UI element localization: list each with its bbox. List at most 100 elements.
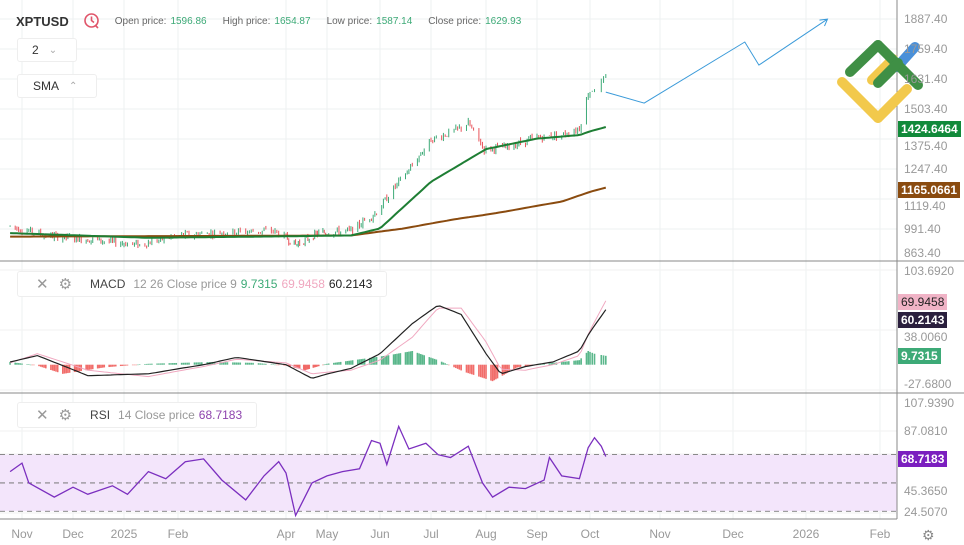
macd-histogram-bar [336, 362, 339, 365]
macd-histogram-bar [193, 362, 196, 365]
macd-histogram-bar [550, 363, 552, 365]
macd-value: 60.2143 [328, 277, 373, 291]
macd-histogram-bar [496, 364, 499, 379]
macd-histogram-bar [573, 360, 575, 365]
macd-histogram-bar [170, 363, 172, 365]
gear-icon[interactable]: ⚙ [58, 276, 73, 293]
macd-histogram-bar [472, 364, 475, 375]
macd-histogram-bar [465, 364, 468, 373]
macd-histogram-bar [483, 364, 486, 379]
macd-histogram-bar [296, 364, 298, 369]
macd-histogram-bar [224, 362, 227, 365]
macd-histogram-bar [513, 364, 515, 370]
macd-histogram-bar [121, 364, 124, 366]
macd-histogram-bar [580, 358, 582, 365]
macd-histogram-bar [411, 350, 414, 365]
macd-histogram-bar [39, 364, 42, 367]
macd-histogram-bar [114, 364, 117, 367]
close-icon[interactable]: ✕ [36, 407, 49, 424]
macd-histogram-bar [137, 364, 139, 366]
indicator-value: SMA [33, 79, 60, 93]
macd-histogram-bar [298, 364, 301, 369]
rsi-value-label: 68.7183 [898, 451, 948, 467]
indicator-dropdown[interactable]: SMA ⌃ [17, 74, 97, 98]
macd-histogram-bar [564, 361, 567, 365]
macd-histogram-bar [602, 355, 605, 365]
macd-histogram-bar [418, 353, 420, 365]
macd-histogram-bar [45, 364, 47, 369]
macd-histogram-bar [19, 363, 22, 365]
high-value: 1654.87 [274, 15, 311, 27]
macd-histogram-bar [62, 364, 64, 374]
macd-histogram-bar [51, 364, 54, 371]
grid [0, 0, 897, 519]
macd-histogram-bar [63, 364, 66, 374]
open-label: Open price: [114, 15, 167, 27]
macd-histogram-bar [110, 364, 112, 367]
chevron-up-icon: ⌃ [69, 80, 78, 92]
macd-label: 60.2143 [898, 312, 948, 328]
close-label: Close price: [428, 15, 482, 27]
macd-histogram-bar [324, 364, 327, 365]
macd-histogram-bar [237, 362, 240, 365]
macd-histogram-bar [100, 364, 102, 368]
macd-histogram-bar [173, 363, 176, 365]
macd-histogram-bar [252, 362, 254, 365]
macd-histogram-bar [77, 364, 79, 372]
macd-histogram-bar [453, 364, 455, 368]
macd-histogram-bar [501, 364, 504, 376]
clock-icon[interactable] [83, 12, 101, 30]
macd-histogram-bar [460, 364, 462, 371]
close-icon[interactable]: ✕ [36, 276, 49, 293]
macd-histogram-bar [479, 364, 482, 378]
macd-histogram-bar [421, 354, 424, 365]
macd-axis-label: 103.6920 [904, 264, 955, 278]
macd-histogram-bar [16, 362, 18, 365]
candles [9, 74, 607, 249]
macd-histogram-bar [382, 356, 385, 365]
sma-fast-price-label: 1424.6464 [898, 121, 961, 137]
macd-histogram-bar [277, 364, 280, 366]
macd-histogram-bar [506, 364, 509, 373]
macd-histogram-bar [111, 364, 114, 367]
chevron-down-icon: ⌄ [48, 44, 58, 56]
macd-histogram-bar [318, 364, 320, 367]
macd-histogram-bar [145, 363, 148, 365]
settings-sliders-icon[interactable]: ⚙ [922, 527, 935, 543]
x-axis-label: Apr [276, 527, 296, 541]
macd-histogram-bar [188, 362, 190, 365]
symbol-name[interactable]: XPTUSD [16, 13, 69, 29]
macd-histogram-bar [416, 352, 419, 365]
macd-histogram-bar [316, 364, 319, 367]
macd-histogram-bar [96, 364, 99, 369]
macd-histogram-bar [239, 362, 242, 365]
macd-histogram-bar [259, 363, 262, 365]
macd-histogram-bar [221, 362, 223, 365]
macd-histogram-bar [372, 357, 374, 365]
macd-histogram-bar [147, 363, 150, 365]
macd-histogram-bar [396, 353, 398, 365]
macd-histogram-bar [138, 364, 141, 365]
macd-histogram-bar [78, 364, 81, 372]
forecast-arrow[interactable] [605, 18, 829, 104]
macd-histogram-bar [126, 364, 129, 366]
macd-histogram-bar [308, 364, 311, 369]
macd-histogram-bar [168, 363, 171, 365]
macd-histogram-bar [195, 362, 198, 365]
macd-histogram-bar [50, 364, 52, 370]
period-dropdown[interactable]: 2 ⌄ [17, 38, 77, 62]
macd-histogram-bar [171, 363, 174, 365]
close-value: 1629.93 [485, 15, 522, 27]
x-axis-label: Feb [869, 527, 891, 541]
macd-histogram-bar [394, 354, 397, 365]
gear-icon[interactable]: ⚙ [58, 407, 73, 424]
macd-histogram-bar [315, 364, 317, 367]
macd-histogram-bar [387, 355, 390, 365]
macd-histogram-bar [348, 360, 351, 365]
macd-histogram-bar [232, 362, 234, 365]
macd-histogram-bar [356, 359, 359, 365]
macd-histogram-bar [186, 362, 188, 365]
macd-histogram-bar [151, 363, 153, 365]
rsi-legend: ✕ ⚙ RSI 14 Close price 68.7183 [17, 402, 258, 428]
